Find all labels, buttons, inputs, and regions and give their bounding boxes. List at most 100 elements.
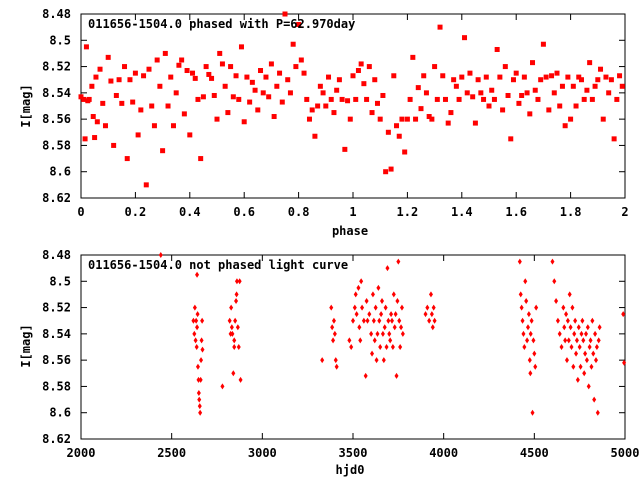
data-point-top: [285, 77, 291, 83]
data-point-top: [432, 64, 438, 70]
data-point-bottom: [530, 409, 535, 416]
data-point-top: [486, 103, 492, 109]
data-point-top: [497, 74, 503, 80]
data-point-top: [399, 116, 405, 122]
chart-title-bottom: 011656-1504.0 not phased light curve: [88, 258, 348, 272]
data-point-bottom: [579, 330, 584, 337]
data-point-top: [105, 54, 111, 60]
data-point-top: [162, 50, 168, 56]
data-point-top: [124, 156, 130, 162]
data-point-bottom: [353, 291, 358, 298]
data-point-bottom: [195, 311, 200, 318]
data-point-bottom: [559, 344, 564, 350]
data-point-bottom: [525, 337, 530, 344]
data-point-bottom: [425, 304, 430, 311]
data-point-top: [258, 68, 264, 74]
data-point-bottom: [621, 311, 626, 318]
data-point-top: [369, 110, 375, 116]
data-point-bottom: [576, 324, 581, 331]
data-point-bottom: [332, 330, 337, 337]
data-point-top: [353, 96, 359, 102]
data-point-top: [82, 136, 88, 142]
data-point-top: [211, 92, 217, 98]
data-point-bottom: [555, 317, 560, 324]
data-point-top: [81, 96, 87, 102]
data-point-top: [481, 96, 487, 102]
data-point-top: [198, 156, 204, 162]
data-point-bottom: [231, 370, 236, 377]
data-point-top: [192, 75, 198, 81]
data-point-top: [578, 77, 584, 83]
data-point-top: [157, 83, 163, 89]
data-point-top: [551, 90, 557, 96]
data-point-top: [268, 61, 274, 67]
data-point-bottom: [396, 258, 401, 265]
data-point-top: [614, 96, 620, 102]
x-tick-label-top: 2: [621, 205, 628, 219]
data-point-top: [326, 74, 332, 80]
data-point-top: [214, 116, 220, 122]
data-point-bottom: [622, 359, 627, 366]
data-point-top: [372, 77, 378, 83]
data-point-top: [138, 107, 144, 113]
data-point-bottom: [523, 278, 528, 285]
data-point-top: [263, 74, 269, 80]
data-point-bottom: [596, 337, 601, 344]
data-point-top: [83, 44, 89, 50]
data-point-top: [301, 70, 307, 76]
data-point-bottom: [584, 330, 589, 337]
data-point-top: [222, 83, 228, 89]
data-point-top: [228, 64, 234, 70]
data-point-bottom: [384, 344, 389, 350]
data-point-top: [206, 71, 212, 77]
data-point-top: [543, 74, 549, 80]
data-point-top: [146, 66, 152, 72]
data-point-bottom: [517, 258, 522, 265]
data-point-top: [244, 74, 250, 80]
data-point-top: [437, 24, 443, 30]
data-point-top: [345, 98, 351, 104]
data-point-bottom: [229, 304, 234, 311]
x-axis-label-bottom: hjd0: [336, 463, 365, 477]
x-tick-label-top: 1.2: [397, 205, 419, 219]
data-point-top: [127, 77, 133, 83]
data-point-bottom: [534, 304, 539, 311]
y-axis-label-top: I[mag]: [19, 84, 33, 127]
data-point-top: [456, 96, 462, 102]
data-point-top: [554, 70, 560, 76]
data-point-bottom: [574, 350, 579, 357]
data-point-top: [364, 96, 370, 102]
data-point-top: [78, 94, 84, 100]
data-point-bottom: [352, 304, 357, 311]
data-point-bottom: [583, 350, 588, 357]
y-tick-label-top: 8.56: [42, 112, 71, 126]
y-tick-label-bottom: 8.62: [42, 432, 71, 446]
x-tick-label-bottom: 3500: [339, 446, 368, 460]
data-point-top: [102, 123, 108, 129]
data-point-top: [230, 94, 236, 100]
data-point-bottom: [593, 357, 598, 364]
data-point-bottom: [200, 346, 205, 353]
data-point-top: [502, 64, 508, 70]
data-point-top: [606, 90, 612, 96]
data-point-top: [287, 90, 293, 96]
data-point-top: [315, 103, 321, 109]
data-point-bottom: [330, 324, 335, 331]
data-point-top: [470, 94, 476, 100]
data-point-bottom: [591, 350, 596, 357]
data-point-bottom: [594, 344, 599, 350]
data-point-bottom: [234, 278, 239, 285]
data-point-bottom: [578, 363, 583, 370]
data-point-top: [396, 133, 402, 139]
data-point-bottom: [566, 337, 571, 344]
data-point-bottom: [195, 324, 200, 331]
data-point-bottom: [562, 324, 567, 331]
data-point-bottom: [564, 311, 569, 318]
data-point-top: [342, 146, 348, 152]
data-point-bottom: [232, 337, 237, 344]
data-point-top: [154, 57, 160, 63]
data-point-bottom: [389, 311, 394, 318]
data-point-bottom: [238, 376, 243, 383]
data-point-top: [385, 129, 391, 135]
data-point-bottom: [518, 291, 523, 298]
